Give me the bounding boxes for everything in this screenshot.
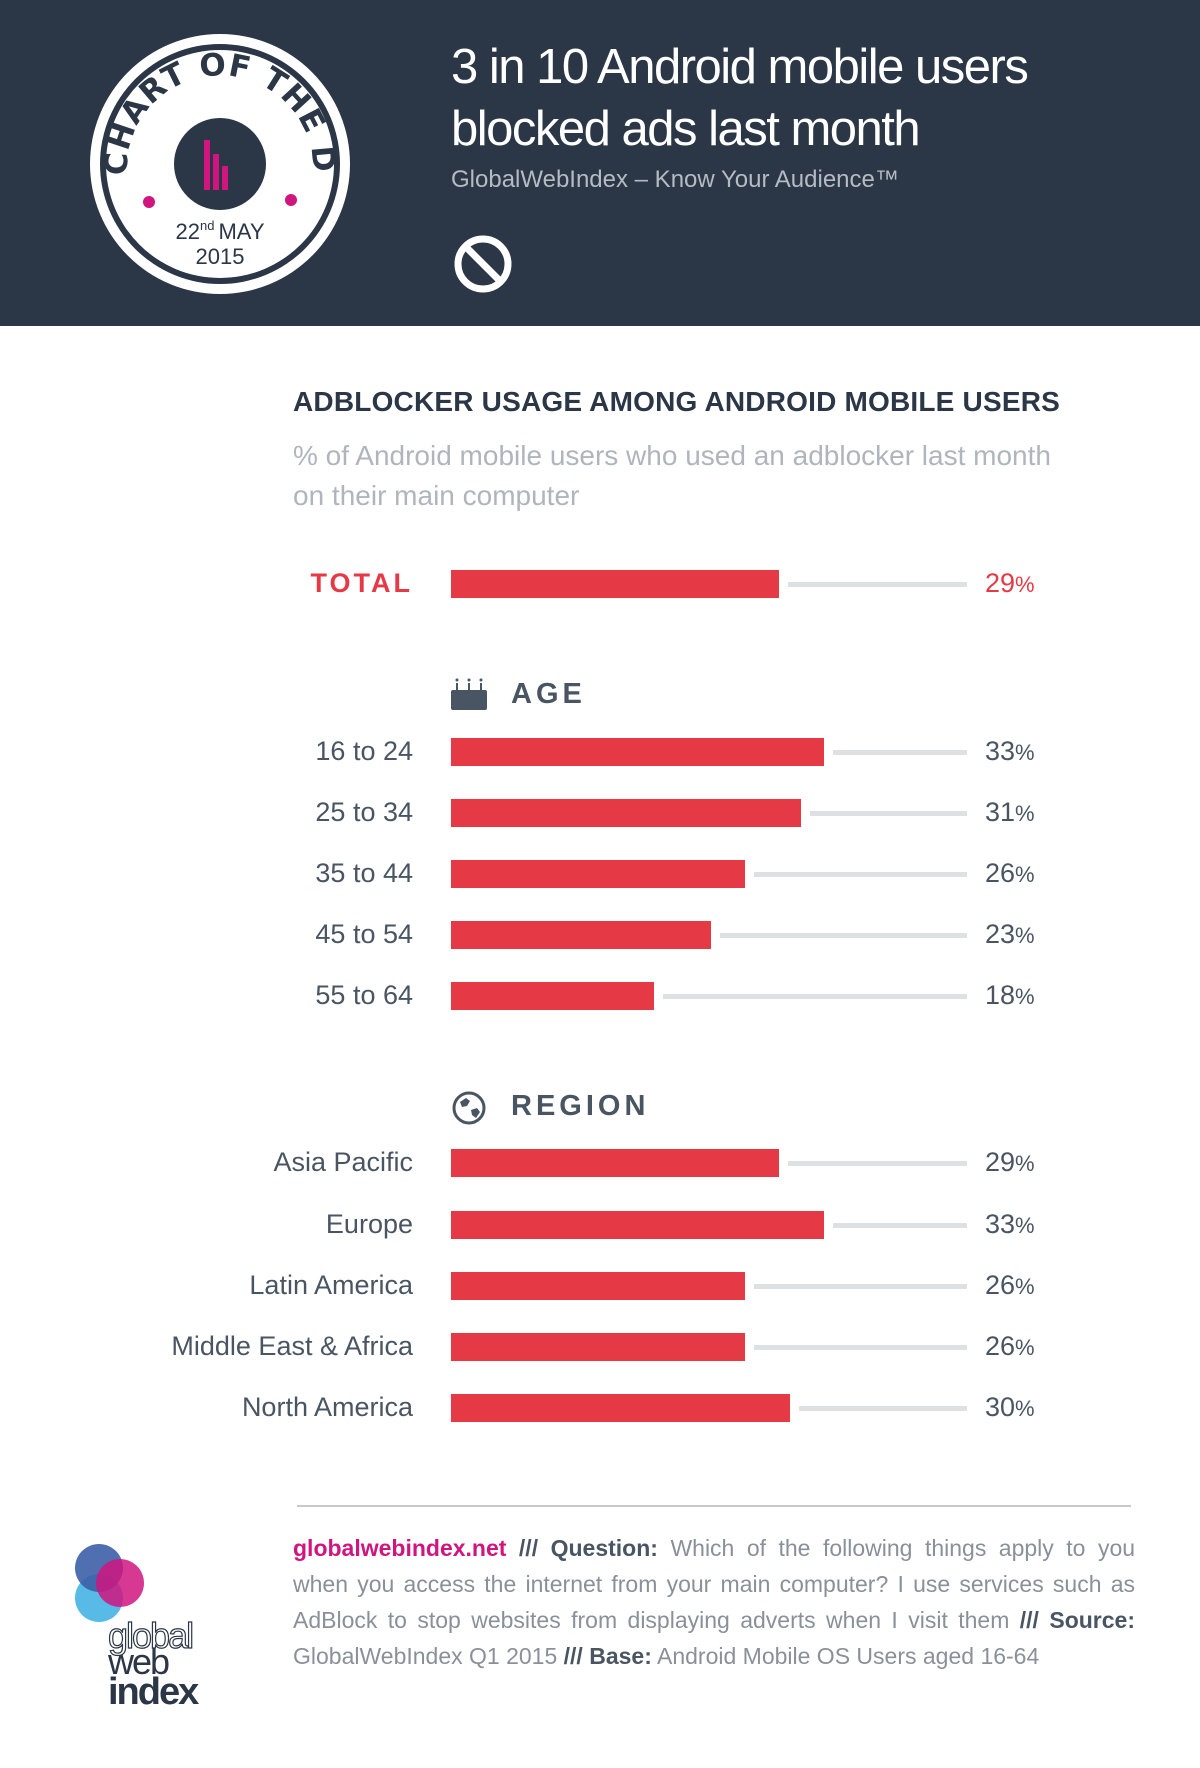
title-line-2: blocked ads last month	[451, 102, 921, 156]
value-label: 26%	[985, 1331, 1035, 1361]
bar-row: 45 to 54 23%	[0, 915, 1200, 955]
svg-text:index: index	[108, 1671, 199, 1708]
bar	[451, 738, 824, 766]
bar-track	[832, 1223, 967, 1228]
bar-track	[799, 1406, 967, 1411]
svg-text:web: web	[107, 1641, 169, 1682]
bar	[451, 1272, 745, 1300]
value-label: 30%	[985, 1392, 1035, 1422]
bar-track	[753, 872, 967, 877]
birthday-cake-icon	[451, 678, 487, 718]
bar-label: 16 to 24	[315, 736, 413, 766]
bar-label: 25 to 34	[315, 797, 413, 827]
base-label: Base:	[589, 1643, 652, 1669]
page-title: 3 in 10 Android mobile users blocked ads …	[451, 36, 1029, 160]
value-label: 33%	[985, 1209, 1035, 1239]
bar-label: Asia Pacific	[273, 1147, 413, 1177]
source-label: Source:	[1049, 1607, 1135, 1633]
bar-row: 16 to 24 33%	[0, 732, 1200, 772]
bar-track	[787, 582, 967, 587]
bar-track	[753, 1284, 967, 1289]
separator: ///	[563, 1643, 583, 1669]
bar-label: Europe	[325, 1209, 413, 1239]
bar-label: Latin America	[249, 1270, 413, 1300]
section-title: REGION	[511, 1090, 650, 1122]
bar-label: Middle East & Africa	[171, 1331, 413, 1361]
bar-row: TOTAL 29%	[0, 564, 1200, 604]
bar-row: Europe 33%	[0, 1205, 1200, 1245]
bar	[451, 1394, 790, 1422]
bar	[451, 1149, 779, 1177]
bar-row: 25 to 34 31%	[0, 793, 1200, 833]
bar-track	[753, 1345, 967, 1350]
value-label: 29%	[985, 568, 1035, 598]
section-title: AGE	[511, 678, 586, 710]
bar-track	[719, 933, 967, 938]
bar-row: Asia Pacific 29%	[0, 1143, 1200, 1183]
bar	[451, 921, 711, 949]
value-label: 31%	[985, 797, 1035, 827]
bar-label: TOTAL	[310, 568, 413, 598]
value-label: 18%	[985, 980, 1035, 1010]
bar-track	[810, 811, 967, 816]
bar	[451, 570, 779, 598]
bar	[451, 799, 802, 827]
bar-row: 35 to 44 26%	[0, 854, 1200, 894]
bar	[451, 982, 655, 1010]
bar-label: North America	[241, 1392, 413, 1422]
globe-icon	[451, 1090, 487, 1134]
bar-label: 45 to 54	[315, 919, 413, 949]
chart-title: ADBLOCKER USAGE AMONG ANDROID MOBILE USE…	[293, 386, 1061, 417]
bar-track	[663, 994, 967, 999]
base-text: Android Mobile OS Users aged 16-64	[657, 1643, 1040, 1669]
website-link[interactable]: globalwebindex.net	[293, 1535, 507, 1561]
bar-row: 55 to 64 18%	[0, 976, 1200, 1016]
value-label: 29%	[985, 1147, 1035, 1177]
footer-divider	[297, 1505, 1131, 1507]
value-label: 26%	[985, 1270, 1035, 1300]
block-icon	[454, 235, 512, 293]
bar-row: North America 30%	[0, 1388, 1200, 1428]
svg-text:2015: 2015	[196, 244, 245, 269]
title-line-1: 3 in 10 Android mobile users	[451, 40, 1029, 94]
source-text: GlobalWebIndex Q1 2015	[293, 1643, 558, 1669]
value-label: 26%	[985, 858, 1035, 888]
bar-track	[787, 1161, 967, 1166]
footer-notes: globalwebindex.net /// Question: Which o…	[293, 1530, 1135, 1674]
globalwebindex-logo: global web index	[75, 1544, 201, 1708]
question-text: Which of the following things apply to y…	[293, 1535, 1136, 1633]
value-label: 23%	[985, 919, 1035, 949]
bar-row: Middle East & Africa 26%	[0, 1327, 1200, 1367]
bar	[451, 1211, 824, 1239]
page-subtitle: GlobalWebIndex – Know Your Audience™	[451, 166, 899, 193]
question-label: Question:	[550, 1535, 658, 1561]
bar-label: 35 to 44	[315, 858, 413, 888]
separator: ///	[518, 1535, 539, 1561]
bar-row: Latin America 26%	[0, 1266, 1200, 1306]
bar-track	[832, 750, 967, 755]
bar	[451, 860, 745, 888]
bar-label: 55 to 64	[315, 980, 413, 1010]
bar	[451, 1333, 745, 1361]
chart-subtitle: % of Android mobile users who used an ad…	[293, 440, 1051, 511]
svg-text:global: global	[108, 1615, 192, 1656]
separator: ///	[1019, 1607, 1039, 1633]
value-label: 33%	[985, 736, 1035, 766]
